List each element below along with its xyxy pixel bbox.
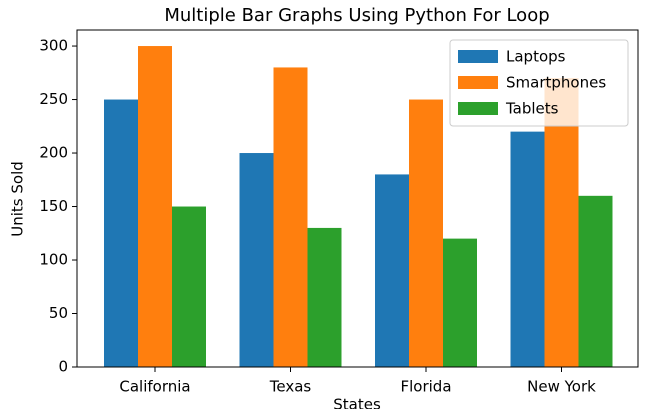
bar <box>443 238 477 367</box>
legend-label: Tablets <box>505 100 559 118</box>
y-tick-label: 250 <box>39 90 68 108</box>
x-tick-label: California <box>119 378 190 396</box>
y-tick-label: 150 <box>39 197 68 215</box>
bar <box>307 227 342 367</box>
legend-label: Laptops <box>506 48 566 66</box>
bar <box>104 99 138 368</box>
y-tick-label: 200 <box>39 144 68 162</box>
plot-frame <box>76 29 639 368</box>
y-tick-label: 0 <box>58 358 68 376</box>
chart-title: Multiple Bar Graphs Using Python For Loo… <box>164 5 549 26</box>
bar <box>409 99 443 368</box>
legend-swatch <box>458 50 498 63</box>
legend-label: Smartphones <box>506 74 606 92</box>
x-tick-label: Texas <box>269 378 312 396</box>
y-tick-label: 50 <box>49 304 68 322</box>
y-axis-label: Units Sold <box>9 161 27 237</box>
bar <box>578 195 613 367</box>
x-axis-label: States <box>333 396 381 409</box>
x-tick-label: New York <box>527 378 596 396</box>
bar <box>239 153 274 367</box>
bar <box>138 46 172 368</box>
bar <box>510 131 545 367</box>
bar <box>172 206 206 367</box>
y-tick-label: 300 <box>39 37 68 55</box>
legend-swatch <box>458 102 498 115</box>
legend-swatch <box>458 76 498 89</box>
bar <box>273 67 308 367</box>
x-tick-label: Florida <box>400 378 451 396</box>
bar <box>375 174 409 367</box>
y-tick-label: 100 <box>39 251 68 269</box>
